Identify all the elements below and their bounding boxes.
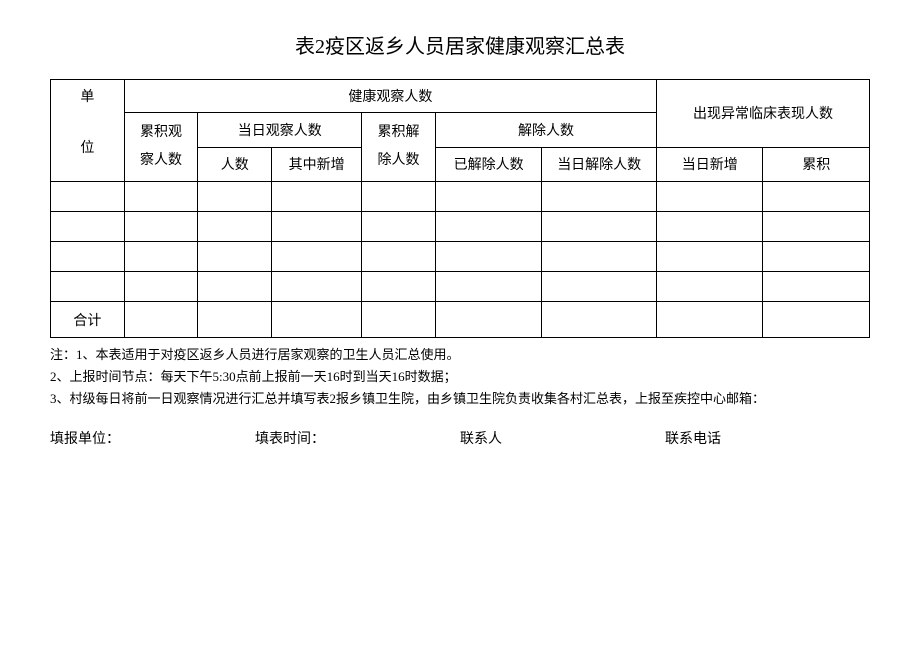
header-health-obs: 健康观察人数 — [124, 80, 656, 113]
header-count: 人数 — [198, 147, 272, 182]
header-acc-obs: 累积观察人数 — [124, 113, 198, 182]
page-title: 表2疫区返乡人员居家健康观察汇总表 — [50, 30, 870, 59]
header-today-new: 当日新增 — [657, 147, 763, 182]
table-row-total: 合计 — [51, 302, 870, 338]
header-acc: 累积 — [763, 147, 870, 182]
footer-section: 填报单位： 填表时间： 联系人 联系电话 — [50, 428, 870, 448]
header-abnormal: 出现异常临床表现人数 — [657, 80, 870, 148]
footer-contact: 联系人 — [460, 428, 665, 448]
header-new-add: 其中新增 — [272, 147, 362, 182]
header-unit-top: 单 — [51, 80, 125, 113]
footer-unit: 填报单位： — [50, 428, 255, 448]
table-row — [51, 212, 870, 242]
header-acc-rel: 累积解除人数 — [362, 113, 436, 182]
notes-section: 注：1、本表适用于对疫区返乡人员进行居家观察的卫生人员汇总使用。 2、上报时间节… — [50, 344, 870, 410]
footer-time: 填表时间： — [255, 428, 460, 448]
header-released: 已解除人数 — [435, 147, 541, 182]
header-today-rel: 当日解除人数 — [542, 147, 657, 182]
total-label: 合计 — [51, 302, 125, 338]
note-1: 注：1、本表适用于对疫区返乡人员进行居家观察的卫生人员汇总使用。 — [50, 344, 870, 366]
note-3: 3、村级每日将前一日观察情况进行汇总并填写表2报乡镇卫生院，由乡镇卫生院负责收集… — [50, 388, 870, 410]
table-row — [51, 182, 870, 212]
note-2: 2、上报时间节点：每天下午5:30点前上报前一天16时到当天16时数据； — [50, 366, 870, 388]
summary-table: 单 健康观察人数 出现异常临床表现人数 位 累积观察人数 当日观察人数 累积解除… — [50, 79, 870, 338]
header-unit-bottom: 位 — [51, 113, 125, 182]
table-row — [51, 242, 870, 272]
footer-phone: 联系电话 — [665, 428, 870, 448]
header-release: 解除人数 — [435, 113, 656, 148]
header-today-obs: 当日观察人数 — [198, 113, 362, 148]
table-row — [51, 272, 870, 302]
